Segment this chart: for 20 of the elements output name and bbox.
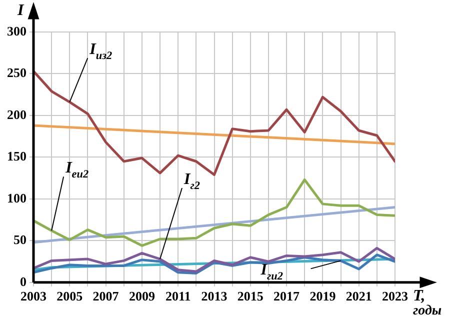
x-axis-title: T, годы [413, 287, 442, 318]
x-tick-label: 2007 [92, 288, 120, 304]
x-tick-label: 2011 [165, 288, 191, 304]
x-tick-label: 2021 [346, 288, 372, 304]
x-tick-label: 2019 [310, 288, 336, 304]
y-tick-label: 150 [7, 148, 26, 164]
y-tick-label: 100 [7, 190, 26, 206]
y-tick-label: 250 [7, 65, 26, 80]
x-tick-label: 2013 [201, 288, 228, 304]
x-tick-label: 2015 [237, 288, 264, 304]
x-tick-label: 2003 [20, 288, 47, 304]
x-tick-label: 2023 [382, 288, 408, 304]
y-tick-label: 50 [14, 232, 26, 248]
y-tick-label: 300 [7, 23, 26, 38]
x-tick-label: 2009 [128, 288, 156, 304]
y-tick-label: 0 [20, 274, 26, 289]
x-tick-label: 2005 [56, 288, 84, 304]
y-axis-title: I [16, 2, 24, 19]
x-tick-label: 2017 [274, 288, 300, 304]
y-tick-label: 200 [7, 106, 26, 122]
